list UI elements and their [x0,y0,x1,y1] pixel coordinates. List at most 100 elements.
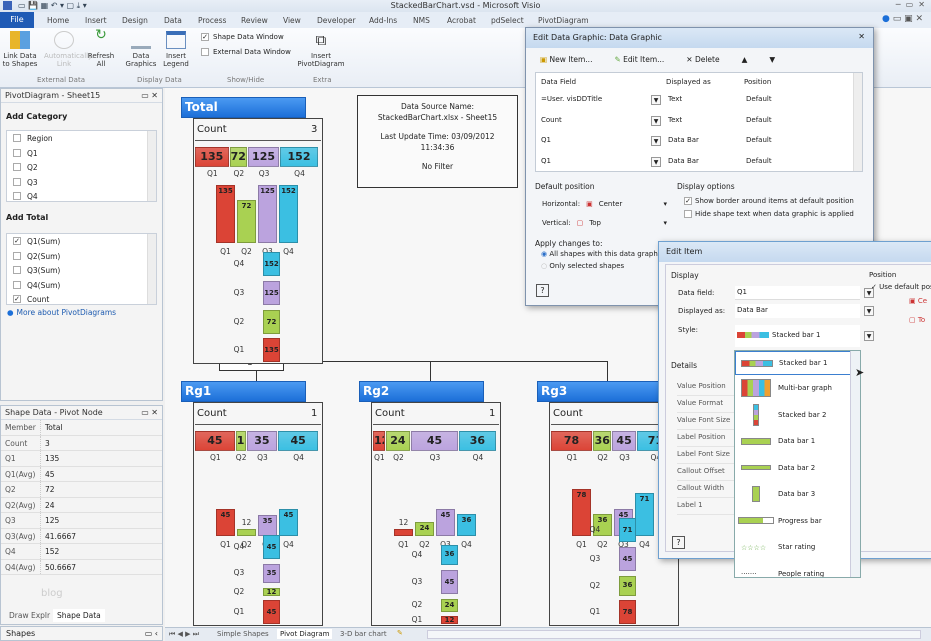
table-row[interactable]: Q1 ▼ Data Bar Default [536,153,862,174]
refresh-all-button[interactable]: ↻ Refresh All [87,27,115,68]
scrollbar[interactable] [147,234,156,304]
page-tab-pivot-diagram[interactable]: Pivot Diagram [277,629,333,639]
insert-pivotdiagram-button[interactable]: ⧉ Insert PivotDiagram [297,31,345,68]
close-icon[interactable]: ✕ [858,32,865,41]
style-option[interactable]: Stacked bar 1 [735,351,860,375]
hide-shape-text-checkbox[interactable]: Hide shape text when data graphic is app… [684,210,854,218]
tab-review[interactable]: Review [241,16,268,25]
horizontal-scrollbar[interactable] [427,630,921,639]
style-option[interactable]: Stacked bar 2 [735,402,860,429]
style-dropdown-list[interactable]: Stacked bar 1 Multi-bar graph Stacked bar … [734,350,861,578]
field-value[interactable]: 3 [45,438,50,448]
field-value[interactable]: 45 [45,469,55,479]
external-data-window-checkbox[interactable]: External Data Window [201,48,291,56]
insert-page-icon[interactable]: ✎ [397,629,403,637]
detail-row[interactable]: Value Font Size [677,413,737,430]
tab-acrobat[interactable]: Acrobat [447,16,476,25]
style-option[interactable]: Data bar 2 [735,455,860,482]
total-item[interactable]: Q4(Sum) [7,278,156,293]
help-button[interactable]: ? [672,536,685,549]
tab-process[interactable]: Process [198,16,227,25]
node-title[interactable]: Rg2 [359,381,484,402]
style-option[interactable]: ······· People rating [735,561,860,577]
detail-row[interactable]: Label Font Size [677,447,737,464]
table-row[interactable]: =User. visDDTitle ▼ Text Default [536,91,862,112]
apply-all-shapes-radio[interactable]: ◉ All shapes with this data graphic [541,250,664,258]
help-icon[interactable]: ● ▭ ▣ ✕ [882,14,923,24]
data-source-legend-box[interactable]: Data Source Name: StackedBarChart.xlsx -… [357,95,518,188]
tab-nms[interactable]: NMS [413,16,430,25]
help-button[interactable]: ? [536,284,549,297]
table-row[interactable]: Q1 ▼ Data Bar Default [536,132,862,153]
field-value[interactable]: 24 [45,500,55,510]
total-item[interactable]: Q3(Sum) [7,263,156,278]
quick-access-toolbar[interactable]: ▭ 💾 ▦ ↶ ▾ ▢ ⤓ ▾ [18,1,87,10]
field-value[interactable]: 41.6667 [45,531,77,541]
field-value[interactable]: 135 [45,454,60,463]
data-graphics-button[interactable]: Data Graphics [122,31,160,68]
panel-close-icon[interactable]: ▭ ✕ [141,91,158,100]
total-item[interactable]: Q2(Sum) [7,249,156,264]
field-value[interactable]: 72 [45,485,55,494]
tab-pivotdiagram[interactable]: PivotDiagram [538,16,589,25]
shape-data-window-checkbox[interactable]: ✓ Shape Data Window [201,33,284,41]
new-item-button[interactable]: ▣ New Item... [540,55,593,64]
tab-draw-explorer[interactable]: Draw Explr [9,611,51,620]
node-title[interactable]: Rg1 [181,381,306,402]
page-tab-3d-bar-chart[interactable]: 3-D bar chart [340,630,387,638]
scrollbar[interactable] [147,131,156,201]
move-up-button[interactable]: ▲ [741,55,748,64]
panel-close-icon[interactable]: ▭ ✕ [141,408,158,417]
table-row[interactable]: Count ▼ Text Default [536,112,862,133]
tab-insert[interactable]: Insert [85,16,107,25]
category-item[interactable]: Region [7,131,156,146]
tab-home[interactable]: Home [47,16,70,25]
style-option[interactable]: Data bar 1 [735,428,860,455]
node-title[interactable]: Total [181,97,306,118]
horizontal-position-select[interactable]: Horizontal: ▣ Center ▾ [542,200,667,208]
page-tab-simple-shapes[interactable]: Simple Shapes [217,630,269,638]
category-item[interactable]: Q4 [7,189,156,204]
node-title[interactable]: Rg3 [537,381,662,402]
dropdown-icon[interactable]: ▼ [651,156,661,167]
detail-row[interactable]: Label Position [677,430,737,447]
use-default-position-checkbox[interactable]: ✓ Use default position [871,283,931,291]
dropdown-icon[interactable]: ▼ [651,136,661,146]
tab-developer[interactable]: Developer [317,16,356,25]
scrollbar[interactable] [853,73,862,171]
insert-legend-button[interactable]: Insert Legend [160,31,192,68]
total-list[interactable]: ✓ Q1(Sum) Q2(Sum) Q3(Sum) Q4(Sum) ✓ Count [6,233,157,305]
category-item[interactable]: Q1 [7,146,156,161]
more-about-pivotdiagrams-link[interactable]: ● More about PivotDiagrams [7,308,117,317]
detail-row[interactable]: Label 1 [677,498,737,515]
tab-design[interactable]: Design [122,16,148,25]
shapes-panel[interactable]: Shapes ▭ ‹ [0,626,163,641]
field-value[interactable]: 152 [45,547,60,556]
category-item[interactable]: Q2 [7,160,156,175]
category-item[interactable]: Q3 [7,175,156,190]
link-data-button[interactable]: Link Data to Shapes [2,31,38,68]
delete-button[interactable]: ✕ Delete [686,55,720,64]
category-list[interactable]: Region Q1 Q2 Q3 Q4 [6,130,157,202]
show-border-checkbox[interactable]: ✓ Show border around items at default pos… [684,197,854,205]
field-value[interactable]: 50.6667 [45,562,77,572]
tab-add-ins[interactable]: Add-Ins [369,16,398,25]
field-value[interactable]: Total [45,423,63,432]
detail-row[interactable]: Callout Offset [677,464,737,481]
data-field-select[interactable]: Q1 ▼ [735,286,874,300]
total-item[interactable]: ✓ Q1(Sum) [13,237,61,246]
style-option[interactable]: Progress bar [735,508,860,535]
window-controls[interactable]: ─ ▭ ✕ [895,0,925,9]
style-option[interactable]: Multi-bar graph [735,375,860,402]
detail-row[interactable]: Value Format [677,396,737,413]
apply-selected-shapes-radio[interactable]: ○ Only selected shapes [541,262,625,270]
edit-item-button[interactable]: ✎ Edit Item... [614,55,665,64]
tab-view[interactable]: View [283,16,301,25]
style-option[interactable]: ☆☆☆☆ Star rating [735,534,860,561]
total-item[interactable]: ✓ Count [13,295,50,304]
detail-row[interactable]: Callout Width [677,481,737,498]
file-tab[interactable]: File [0,12,34,28]
field-value[interactable]: 125 [45,516,60,525]
displayed-as-select[interactable]: Data Bar ▼ [735,304,874,318]
tab-shape-data[interactable]: Shape Data [53,609,105,622]
